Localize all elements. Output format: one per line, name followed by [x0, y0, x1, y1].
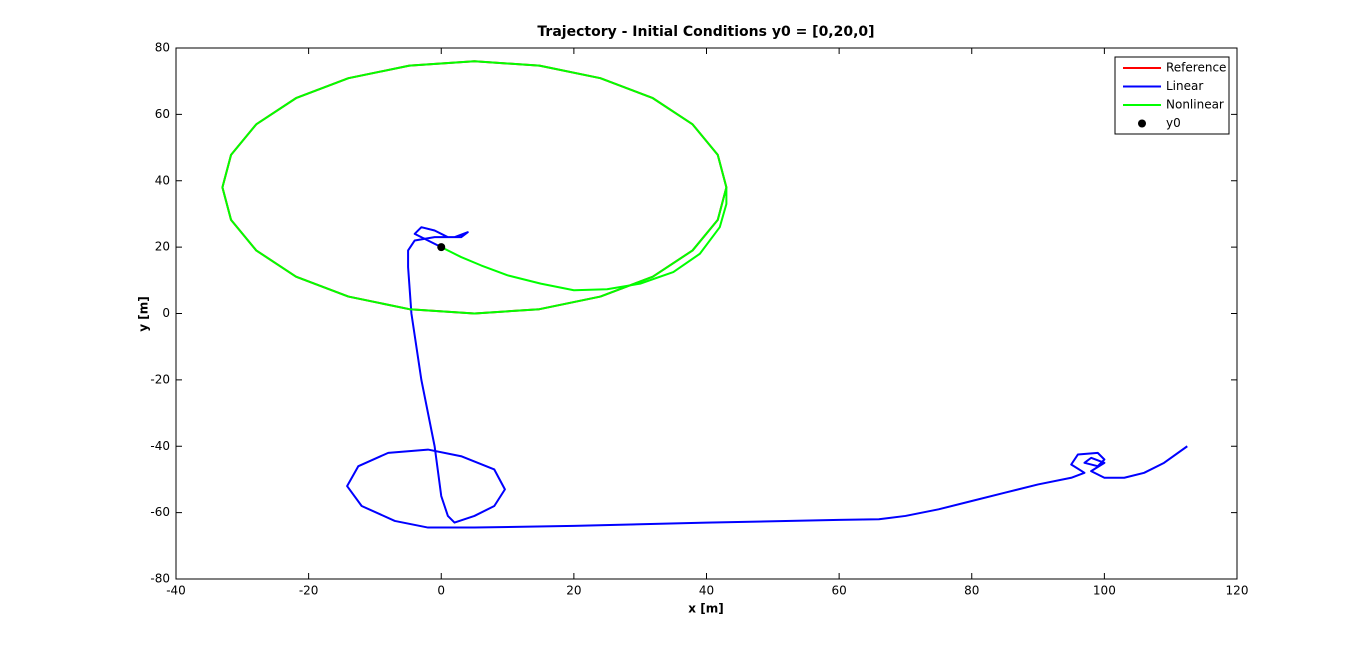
legend-label: Linear: [1166, 79, 1203, 93]
y-tick-label: 0: [162, 306, 170, 320]
legend-swatch: [1138, 119, 1146, 128]
legend: Reference Linear Nonlinear y0: [1114, 56, 1230, 135]
trajectory-line: [221, 60, 728, 315]
y-tick-label: -60: [150, 505, 170, 519]
x-tick-label: -20: [299, 584, 319, 598]
x-axis-label: x [m]: [688, 602, 723, 616]
chart-title: Trajectory - Initial Conditions y0 = [0,…: [537, 24, 874, 40]
y-tick-label: 40: [155, 173, 170, 187]
x-tick-label: 80: [964, 584, 979, 598]
legend-box: [1114, 56, 1230, 135]
x-tick-label: 20: [566, 584, 581, 598]
y-tick-label: 20: [155, 240, 170, 254]
y-tick-label: 80: [155, 41, 170, 55]
x-tick-label: -40: [166, 584, 186, 598]
y-tick-label: -20: [150, 372, 170, 386]
trajectory-line: [346, 226, 1188, 529]
y-axis-label: y [m]: [137, 296, 151, 331]
legend-label: Nonlinear: [1166, 98, 1224, 112]
y-tick-label: 60: [155, 107, 170, 121]
plot-area: [175, 47, 1238, 580]
legend-label: Reference: [1166, 61, 1226, 75]
legend-label: y0: [1166, 116, 1181, 130]
y-tick-label: -80: [150, 572, 170, 586]
x-tick-label: 100: [1093, 584, 1116, 598]
x-tick-label: 0: [437, 584, 445, 598]
start-marker: [437, 243, 446, 252]
x-tick-label: 60: [831, 584, 846, 598]
y-tick-label: -40: [150, 439, 170, 453]
x-tick-label: 40: [699, 584, 714, 598]
x-tick-label: 120: [1226, 584, 1249, 598]
